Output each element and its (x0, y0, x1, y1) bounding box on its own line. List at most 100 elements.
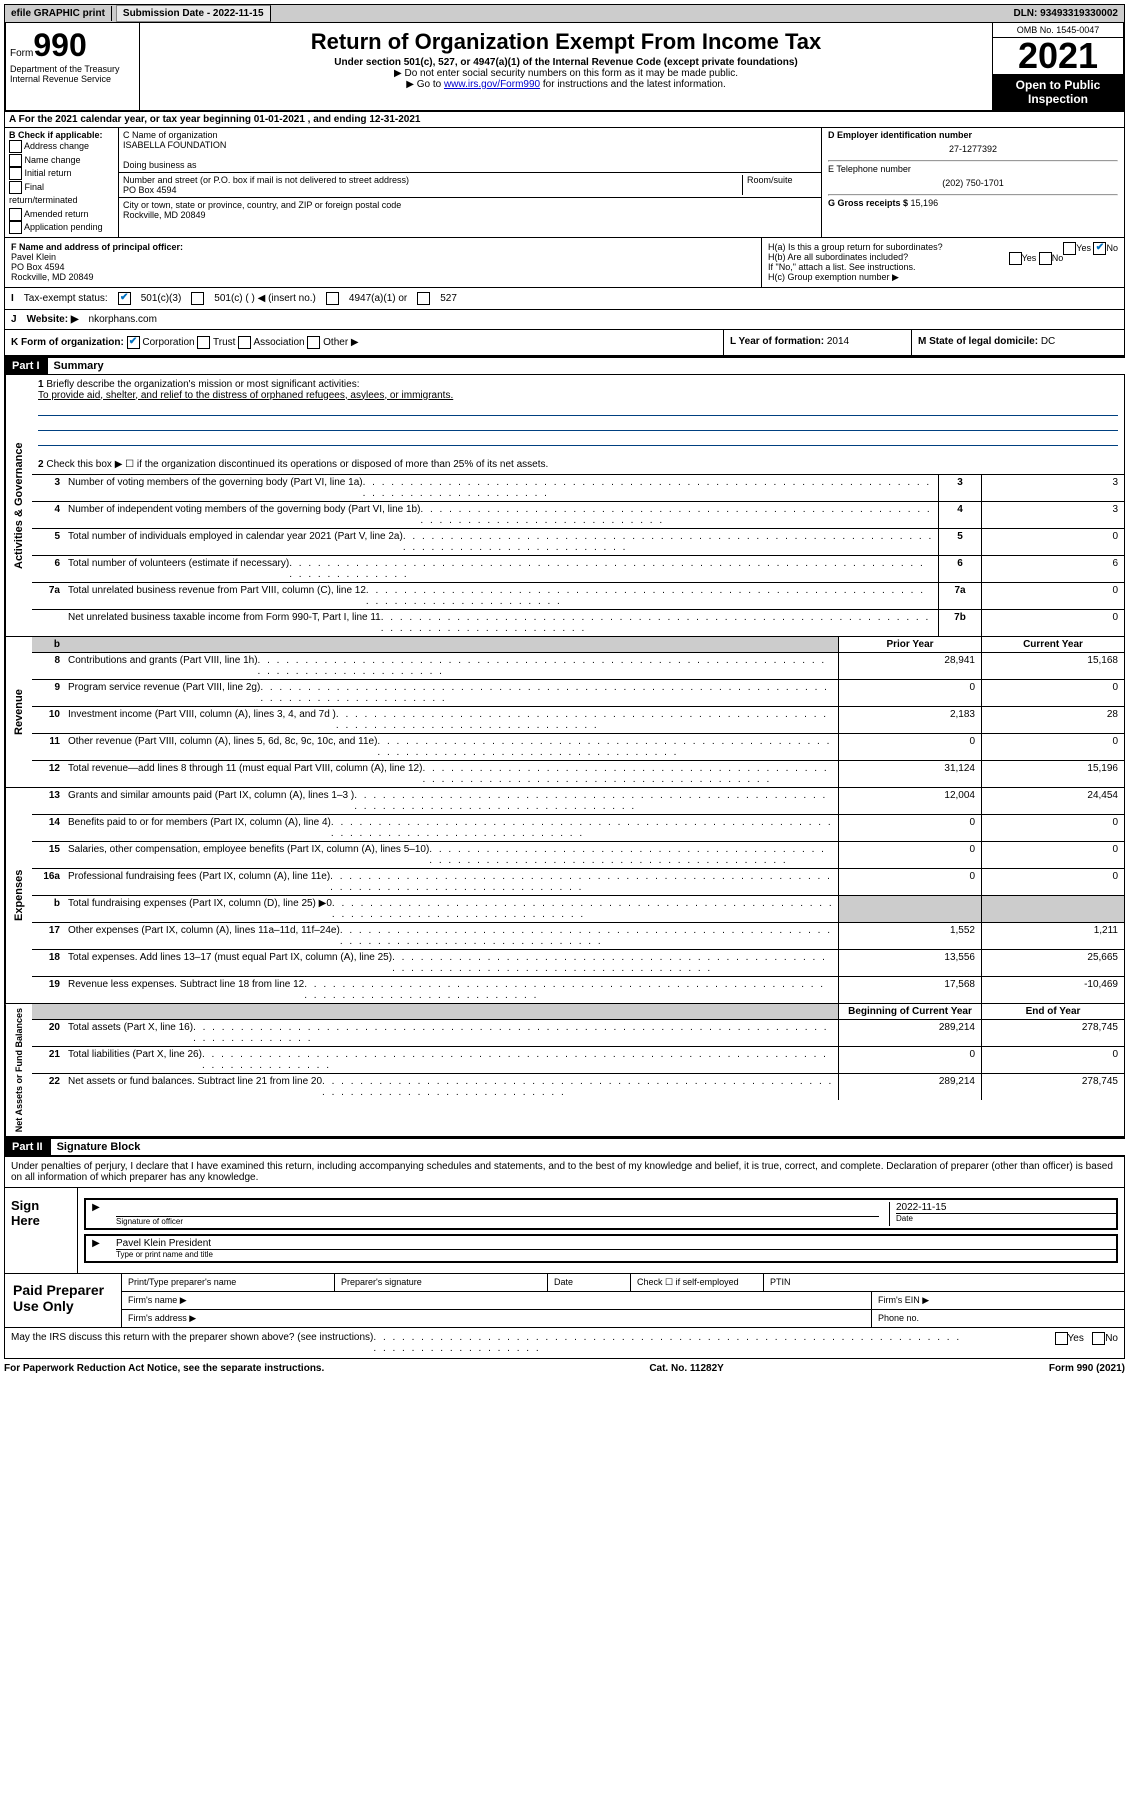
efile-label: efile GRAPHIC print (5, 6, 112, 21)
tel-value: (202) 750-1701 (828, 174, 1118, 192)
part1-title: Summary (48, 358, 110, 374)
sign-here-label: Sign Here (5, 1188, 77, 1273)
dln-label: DLN: 93493319330002 (1007, 6, 1124, 21)
penalty-text: Under penalties of perjury, I declare th… (5, 1157, 1124, 1187)
info-grid: B Check if applicable: Address change Na… (4, 128, 1125, 238)
check-initial[interactable]: Initial return (9, 167, 114, 181)
tel-label: E Telephone number (828, 164, 1118, 174)
discuss-row: May the IRS discuss this return with the… (4, 1328, 1125, 1359)
line-17: 17 Other expenses (Part IX, column (A), … (32, 923, 1124, 950)
ein-label: D Employer identification number (828, 130, 1118, 140)
website-url: nkorphans.com (89, 314, 157, 325)
page-footer: For Paperwork Reduction Act Notice, see … (4, 1359, 1125, 1378)
check-trust[interactable] (197, 336, 210, 349)
side-netassets: Net Assets or Fund Balances (5, 1004, 32, 1136)
header-left: Form990 Department of the Treasury Inter… (6, 23, 140, 110)
note-ssn: ▶ Do not enter social security numbers o… (148, 68, 984, 79)
form-title: Return of Organization Exempt From Incom… (148, 29, 984, 55)
form-page: Form 990 (2021) (1049, 1363, 1125, 1374)
section-d: D Employer identification number 27-1277… (822, 128, 1124, 237)
check-corp[interactable] (127, 336, 140, 349)
side-revenue: Revenue (5, 637, 32, 787)
part1-header: Part I (4, 358, 48, 374)
form-subtitle: Under section 501(c), 527, or 4947(a)(1)… (148, 57, 984, 68)
form-number: Form990 (10, 27, 135, 64)
line-14: 14 Benefits paid to or for members (Part… (32, 815, 1124, 842)
line-10: 10 Investment income (Part VIII, column … (32, 707, 1124, 734)
line-b: b Total fundraising expenses (Part IX, c… (32, 896, 1124, 923)
line-12: 12 Total revenue—add lines 8 through 11 … (32, 761, 1124, 787)
line-16a: 16a Professional fundraising fees (Part … (32, 869, 1124, 896)
header-mid: Return of Organization Exempt From Incom… (140, 23, 992, 110)
tax-year: 2021 (993, 38, 1123, 74)
paid-preparer-label: Paid Preparer Use Only (5, 1274, 121, 1327)
addr-label: Number and street (or P.O. box if mail i… (123, 175, 742, 185)
begin-year-header: Beginning of Current Year (838, 1004, 981, 1019)
department-label: Department of the Treasury Internal Reve… (10, 64, 135, 84)
line-9: 9 Program service revenue (Part VIII, li… (32, 680, 1124, 707)
side-expenses: Expenses (5, 788, 32, 1003)
line-4: 4 Number of independent voting members o… (32, 502, 1124, 529)
pra-notice: For Paperwork Reduction Act Notice, see … (4, 1363, 324, 1374)
part2-bar: Part II Signature Block (4, 1137, 1125, 1156)
revenue-section: Revenue b Prior Year Current Year 8 Cont… (4, 637, 1125, 788)
check-pending[interactable]: Application pending (9, 221, 114, 235)
room-suite-label: Room/suite (742, 175, 817, 195)
line-7a: 7a Total unrelated business revenue from… (32, 583, 1124, 610)
open-public-badge: Open to Public Inspection (993, 74, 1123, 110)
check-501c[interactable] (191, 292, 204, 305)
cat-no: Cat. No. 11282Y (649, 1363, 723, 1374)
check-name[interactable]: Name change (9, 154, 114, 168)
check-other[interactable] (307, 336, 320, 349)
check-527[interactable] (417, 292, 430, 305)
line-6: 6 Total number of volunteers (estimate i… (32, 556, 1124, 583)
signature-block: Under penalties of perjury, I declare th… (4, 1156, 1125, 1328)
line-8: 8 Contributions and grants (Part VIII, l… (32, 653, 1124, 680)
check-4947[interactable] (326, 292, 339, 305)
side-activities: Activities & Governance (5, 375, 32, 636)
check-amended[interactable]: Amended return (9, 208, 114, 222)
top-bar: efile GRAPHIC print Submission Date - 20… (4, 4, 1125, 23)
check-final[interactable]: Final return/terminated (9, 181, 114, 208)
spacer (275, 12, 1004, 16)
line-22: 22 Net assets or fund balances. Subtract… (32, 1074, 1124, 1100)
line-15: 15 Salaries, other compensation, employe… (32, 842, 1124, 869)
line-5: 5 Total number of individuals employed i… (32, 529, 1124, 556)
check-address[interactable]: Address change (9, 140, 114, 154)
activities-governance: Activities & Governance 1 Briefly descri… (4, 375, 1125, 637)
paid-preparer: Paid Preparer Use Only Print/Type prepar… (5, 1273, 1124, 1327)
col-b-stub: b (32, 637, 64, 652)
line-11: 11 Other revenue (Part VIII, column (A),… (32, 734, 1124, 761)
note-link: ▶ Go to www.irs.gov/Form990 for instruct… (148, 79, 984, 90)
line-19: 19 Revenue less expenses. Subtract line … (32, 977, 1124, 1003)
website-row: J Website: ▶ nkorphans.com (4, 310, 1125, 330)
mission-text: To provide aid, shelter, and relief to t… (38, 390, 453, 401)
dba-label: Doing business as (123, 160, 817, 170)
part2-header: Part II (4, 1139, 51, 1155)
tax-status-row: I Tax-exempt status: 501(c)(3) 501(c) ( … (4, 288, 1125, 310)
line-13: 13 Grants and similar amounts paid (Part… (32, 788, 1124, 815)
check-501c3[interactable] (118, 292, 131, 305)
addr: PO Box 4594 (123, 185, 742, 195)
ein-value: 27-1277392 (828, 140, 1118, 158)
line-21: 21 Total liabilities (Part X, line 26) 0… (32, 1047, 1124, 1074)
section-b: B Check if applicable: Address change Na… (5, 128, 119, 237)
line-7b: Net unrelated business taxable income fr… (32, 610, 1124, 636)
part2-title: Signature Block (51, 1139, 147, 1155)
check-assoc[interactable] (238, 336, 251, 349)
header-right: OMB No. 1545-0047 2021 Open to Public In… (992, 23, 1123, 110)
expenses-section: Expenses 13 Grants and similar amounts p… (4, 788, 1125, 1004)
form-header: Form990 Department of the Treasury Inter… (4, 23, 1125, 112)
submission-date-box: Submission Date - 2022-11-15 (116, 5, 271, 22)
section-f: F Name and address of principal officer:… (5, 238, 761, 287)
end-year-header: End of Year (981, 1004, 1124, 1019)
section-c: C Name of organization ISABELLA FOUNDATI… (119, 128, 1124, 237)
section-h: H(a) Is this a group return for subordin… (761, 238, 1124, 287)
current-year-header: Current Year (981, 637, 1124, 652)
city-label: City or town, state or province, country… (123, 200, 817, 210)
org-name: ISABELLA FOUNDATION (123, 140, 817, 150)
section-k: K Form of organization: Corporation Trus… (4, 330, 1125, 356)
line-a: A For the 2021 calendar year, or tax yea… (4, 112, 1125, 128)
prior-year-header: Prior Year (838, 637, 981, 652)
irs-link[interactable]: www.irs.gov/Form990 (444, 79, 540, 90)
